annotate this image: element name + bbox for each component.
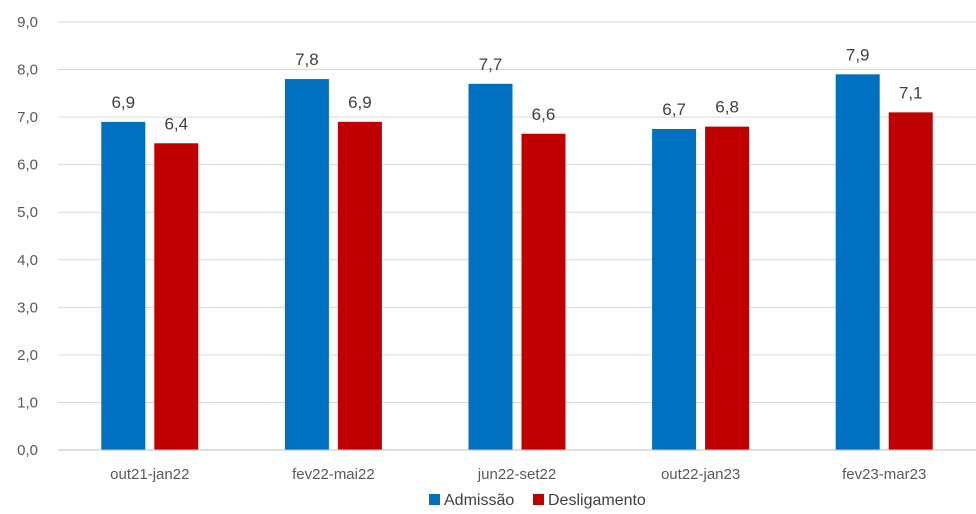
bar-admissao [284, 79, 329, 451]
bar-admissao [101, 121, 146, 450]
data-label: 7,9 [846, 45, 870, 64]
gridlines [58, 21, 976, 451]
y-axis: 0,0 1,0 2,0 3,0 4,0 5,0 6,0 7,0 8,0 9,0 [17, 14, 38, 459]
bars [101, 74, 933, 451]
data-label: 6,4 [164, 114, 188, 133]
data-label: 6,9 [111, 93, 135, 112]
y-tick-label: 5,0 [17, 204, 38, 221]
legend-swatch [429, 494, 440, 505]
data-label: 7,1 [899, 83, 923, 102]
data-labels: 6,9 6,4 7,8 6,9 7,7 6,6 6,7 6,8 7,9 7,1 [111, 45, 922, 133]
bar-desligamento [154, 143, 199, 450]
y-tick-label: 4,0 [17, 252, 38, 269]
y-tick-label: 3,0 [17, 299, 38, 316]
y-tick-label: 6,0 [17, 157, 38, 174]
x-tick-label: fev23-mar23 [842, 466, 926, 483]
bar-desligamento [888, 112, 933, 450]
data-label: 6,9 [348, 93, 372, 112]
data-label: 7,8 [295, 50, 319, 69]
bar-admissao [652, 129, 697, 450]
y-tick-label: 2,0 [17, 347, 38, 364]
x-tick-label: out22-jan23 [661, 466, 740, 483]
data-label: 6,7 [662, 100, 686, 119]
bar-admissao [468, 83, 513, 451]
data-label: 6,6 [532, 105, 556, 124]
data-label: 6,8 [715, 98, 739, 117]
legend-label: Desligamento [548, 492, 646, 509]
y-tick-label: 1,0 [17, 394, 38, 411]
legend-label: Admissão [444, 492, 514, 509]
y-tick-label: 0,0 [17, 442, 38, 459]
bar-desligamento [705, 126, 750, 450]
bar-desligamento [337, 121, 382, 450]
x-tick-label: fev22-mai22 [292, 466, 375, 483]
y-tick-label: 9,0 [17, 14, 38, 31]
bar-admissao [835, 74, 880, 451]
x-axis: out21-jan22 fev22-mai22 jun22-set22 out22-j… [58, 449, 976, 483]
y-tick-label: 7,0 [17, 109, 38, 126]
legend-swatch [533, 494, 544, 505]
x-tick-label: jun22-set22 [477, 466, 556, 483]
y-tick-label: 8,0 [17, 62, 38, 79]
data-label: 7,7 [479, 55, 503, 74]
x-tick-label: out21-jan22 [110, 466, 189, 483]
legend: Admissão Desligamento [429, 492, 646, 509]
bar-desligamento [521, 133, 566, 450]
